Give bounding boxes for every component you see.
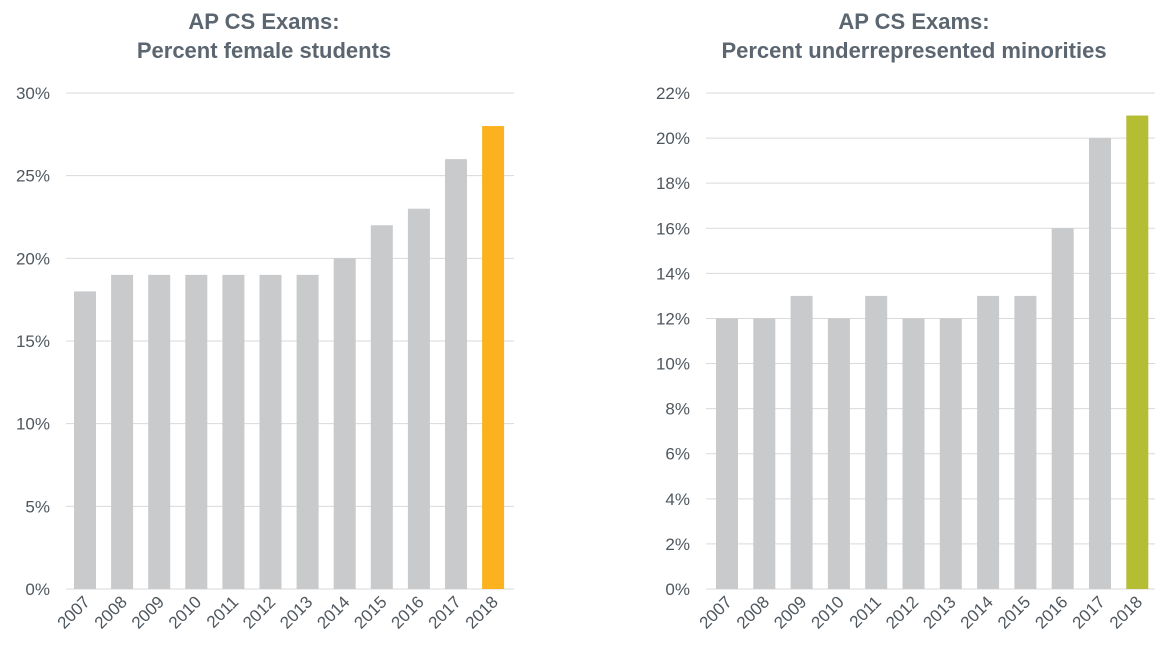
minorities-bar-2012 <box>902 318 925 589</box>
minorities-x-tick-label: 2007 <box>696 592 736 632</box>
minorities-y-tick-label: 10% <box>656 355 690 374</box>
female-bar-2008 <box>111 274 134 589</box>
female-x-tick-label: 2009 <box>128 592 168 632</box>
female-y-tick-label: 20% <box>16 249 50 268</box>
minorities-bar-2014 <box>977 295 1000 589</box>
minorities-x-tick-label: 2014 <box>957 592 997 632</box>
female-x-tick-label: 2010 <box>165 592 205 632</box>
female-y-tick-label: 25% <box>16 167 50 186</box>
minorities-bar-2017 <box>1089 138 1111 589</box>
minorities-x-tick-label: 2017 <box>1069 592 1109 632</box>
minorities-chart: AP CS Exams: Percent underrepresented min… <box>600 0 1171 661</box>
minorities-bar-2011 <box>865 295 888 589</box>
female-x-tick-label: 2011 <box>203 592 242 631</box>
minorities-bar-2009 <box>790 295 813 589</box>
female-bar-2007 <box>74 291 96 589</box>
female-bar-2011 <box>222 274 245 589</box>
minorities-bar-2008 <box>753 318 776 589</box>
minorities-y-tick-label: 12% <box>656 309 690 328</box>
female-y-tick-label: 10% <box>16 415 50 434</box>
minorities-bar-2016 <box>1051 228 1074 590</box>
minorities-title-line: AP CS Exams: <box>838 9 989 34</box>
female-x-tick-label: 2016 <box>388 592 428 632</box>
female-y-tick-label: 30% <box>16 84 50 103</box>
female-title-line: Percent female students <box>137 38 391 63</box>
minorities-x-tick-label: 2013 <box>919 592 959 632</box>
female-y-tick-label: 15% <box>16 332 50 351</box>
female-title-line: AP CS Exams: <box>188 9 339 34</box>
minorities-y-tick-label: 2% <box>665 535 690 554</box>
female-y-tick-label: 5% <box>25 497 50 516</box>
female-bar-2017 <box>445 159 467 589</box>
minorities-x-tick-label: 2009 <box>770 592 810 632</box>
female-bar-2018 <box>482 126 505 590</box>
female-bar-2014 <box>333 258 356 589</box>
female-bar-2009 <box>148 274 171 589</box>
minorities-chart-title: AP CS Exams: Percent underrepresented min… <box>721 9 1106 63</box>
female-bar-2013 <box>296 274 319 589</box>
female-x-tick-label: 2013 <box>276 592 316 632</box>
minorities-x-tick-label: 2011 <box>846 592 885 631</box>
minorities-y-tick-label: 18% <box>656 174 690 193</box>
minorities-x-tick-label: 2010 <box>808 592 848 632</box>
minorities-x-tick-label: 2015 <box>994 592 1034 632</box>
female-x-tick-label: 2017 <box>425 592 465 632</box>
female-x-tick-label: 2012 <box>239 592 279 632</box>
minorities-y-tick-label: 20% <box>656 129 690 148</box>
female-x-tick-label: 2007 <box>54 592 94 632</box>
female-students-chart: AP CS Exams: Percent female students 0% 5% 1… <box>0 0 560 661</box>
minorities-x-tick-label: 2012 <box>882 592 922 632</box>
minorities-y-tick-label: 6% <box>665 445 690 464</box>
female-bar-2016 <box>407 208 430 589</box>
female-x-tick-label: 2015 <box>350 592 390 632</box>
female-x-tick-label: 2018 <box>462 592 502 632</box>
minorities-bar-2018 <box>1126 115 1149 589</box>
minorities-y-tick-label: 4% <box>665 490 690 509</box>
minorities-y-tick-label: 8% <box>665 400 690 419</box>
female-bar-2015 <box>370 225 393 589</box>
female-bar-2010 <box>185 274 208 589</box>
minorities-x-tick-label: 2016 <box>1031 592 1071 632</box>
minorities-x-tick-label: 2018 <box>1106 592 1146 632</box>
minorities-y-tick-label: 22% <box>656 84 690 103</box>
female-bar-2012 <box>259 274 282 589</box>
female-chart-title: AP CS Exams: Percent female students <box>137 9 391 63</box>
minorities-bar-2010 <box>827 318 850 589</box>
minorities-x-tick-label: 2008 <box>733 592 773 632</box>
minorities-y-tick-label: 0% <box>665 580 690 599</box>
minorities-bar-2015 <box>1014 295 1037 589</box>
minorities-bar-2013 <box>939 318 962 589</box>
female-x-tick-label: 2008 <box>91 592 131 632</box>
minorities-y-tick-label: 16% <box>656 219 690 238</box>
minorities-title-line: Percent underrepresented minorities <box>721 38 1106 63</box>
female-y-tick-label: 0% <box>25 580 50 599</box>
female-students-chart-svg: AP CS Exams: Percent female students 0% 5% 1… <box>16 9 514 633</box>
minorities-chart-svg: AP CS Exams: Percent underrepresented min… <box>656 9 1155 633</box>
female-x-tick-label: 2014 <box>313 592 353 632</box>
minorities-bar-2007 <box>716 318 738 589</box>
minorities-y-tick-label: 14% <box>656 264 690 283</box>
